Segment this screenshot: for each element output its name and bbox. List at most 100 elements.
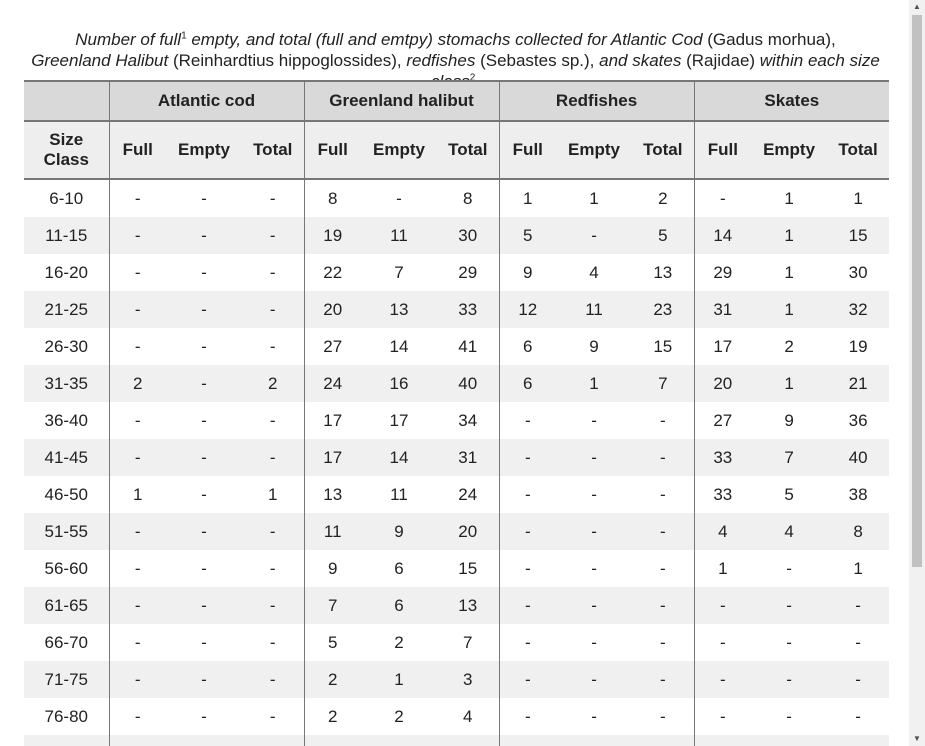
count-cell: 1 xyxy=(242,476,304,513)
footnote-marker-2: 2 xyxy=(469,72,476,84)
count-cell: - xyxy=(166,698,242,735)
count-cell: - xyxy=(827,661,890,698)
size-class-cell: 56-60 xyxy=(24,550,109,587)
count-cell xyxy=(303,735,361,746)
table-row: 46-50 1-1 13 11 24- - -33 5 38 xyxy=(24,476,890,513)
count-cell: 1 xyxy=(693,550,752,587)
size-class-cell: 46-50 xyxy=(24,476,109,513)
count-cell xyxy=(498,735,557,746)
scroll-up-arrow-icon[interactable]: ▲ xyxy=(913,2,921,11)
count-cell: 9 xyxy=(498,254,557,291)
sub-header-row: Size Class Full Empty Total Full Empty To… xyxy=(24,121,890,180)
count-cell: - xyxy=(108,513,166,550)
count-cell: 7 xyxy=(303,587,361,624)
count-cell: 33 xyxy=(437,291,500,328)
table-row: 51-55- - -11 9 20- - -4 4 8 xyxy=(24,513,890,550)
count-cell: - xyxy=(242,661,304,698)
size-class-cell: 16-20 xyxy=(24,254,109,291)
count-cell: - xyxy=(498,661,557,698)
count-cell: - xyxy=(827,698,890,735)
count-cell: 17 xyxy=(693,328,752,365)
count-cell: - xyxy=(166,179,242,217)
count-cell: - xyxy=(498,476,557,513)
count-cell: - xyxy=(108,328,166,365)
vertical-scrollbar[interactable]: ▲ ▼ xyxy=(909,0,925,746)
count-cell: - xyxy=(751,698,828,735)
size-class-cell: 26-30 xyxy=(24,328,109,365)
count-cell: - xyxy=(751,624,828,661)
count-cell: - xyxy=(693,661,752,698)
count-cell xyxy=(166,735,242,746)
count-cell: 17 xyxy=(303,439,361,476)
count-cell: - xyxy=(166,254,242,291)
count-cell: - xyxy=(108,402,166,439)
size-class-header-line: Size xyxy=(49,130,84,149)
sub-header-full: Full xyxy=(498,121,557,180)
sub-header-total: Total xyxy=(827,121,890,180)
count-cell: 36 xyxy=(827,402,890,439)
count-cell: - xyxy=(632,476,695,513)
count-cell: 6 xyxy=(498,328,557,365)
count-cell: 27 xyxy=(303,328,361,365)
count-cell: 1 xyxy=(751,291,828,328)
count-cell: 2 xyxy=(361,624,437,661)
group-header-halibut: Greenland halibut xyxy=(303,80,500,122)
caption-part: Number of full xyxy=(75,30,182,49)
sub-header-empty: Empty xyxy=(751,121,828,180)
count-cell: 1 xyxy=(108,476,166,513)
count-cell: 1 xyxy=(827,550,890,587)
count-cell: - xyxy=(751,587,828,624)
count-cell: 5 xyxy=(303,624,361,661)
count-cell: - xyxy=(827,624,890,661)
count-cell: - xyxy=(166,402,242,439)
size-class-cell: 76-80 xyxy=(24,698,109,735)
count-cell: 2 xyxy=(303,661,361,698)
count-cell: 5 xyxy=(632,217,695,254)
count-cell: - xyxy=(632,698,695,735)
count-cell: 1 xyxy=(361,661,437,698)
count-cell: - xyxy=(166,550,242,587)
scroll-down-arrow-icon[interactable]: ▼ xyxy=(913,734,921,743)
caption-part: (Gadus morhua), xyxy=(707,30,836,49)
count-cell: 6 xyxy=(361,587,437,624)
count-cell: - xyxy=(693,698,752,735)
count-cell: 20 xyxy=(303,291,361,328)
count-cell: 6 xyxy=(498,365,557,402)
count-cell: 17 xyxy=(303,402,361,439)
count-cell: - xyxy=(751,550,828,587)
count-cell: - xyxy=(166,661,242,698)
count-cell: - xyxy=(556,402,633,439)
count-cell: 29 xyxy=(437,254,500,291)
count-cell: - xyxy=(556,513,633,550)
count-cell: 38 xyxy=(827,476,890,513)
count-cell: - xyxy=(242,587,304,624)
group-header-skates: Skates xyxy=(693,80,890,122)
count-cell: - xyxy=(108,698,166,735)
count-cell: 27 xyxy=(693,402,752,439)
count-cell: 9 xyxy=(361,513,437,550)
count-cell: 40 xyxy=(827,439,890,476)
count-cell: 23 xyxy=(632,291,695,328)
count-cell: - xyxy=(751,661,828,698)
count-cell: 31 xyxy=(693,291,752,328)
count-cell: 30 xyxy=(827,254,890,291)
count-cell: 2 xyxy=(361,698,437,735)
count-cell: - xyxy=(166,365,242,402)
count-cell: 31 xyxy=(437,439,500,476)
table-row: 61-65- - -7 6 13- - - - - - xyxy=(24,587,890,624)
count-cell: 19 xyxy=(303,217,361,254)
count-cell: 15 xyxy=(827,217,890,254)
count-cell: 2 xyxy=(108,365,166,402)
count-cell: - xyxy=(632,661,695,698)
count-cell: 9 xyxy=(303,550,361,587)
table-row xyxy=(24,735,890,746)
count-cell: 3 xyxy=(437,661,500,698)
scrollbar-thumb[interactable] xyxy=(912,15,922,567)
count-cell: 6 xyxy=(361,550,437,587)
count-cell: 15 xyxy=(437,550,500,587)
count-cell: - xyxy=(632,624,695,661)
count-cell: 14 xyxy=(693,217,752,254)
count-cell xyxy=(693,735,752,746)
count-cell: 1 xyxy=(556,365,633,402)
caption-part: (Sebastes sp.), xyxy=(475,51,600,70)
